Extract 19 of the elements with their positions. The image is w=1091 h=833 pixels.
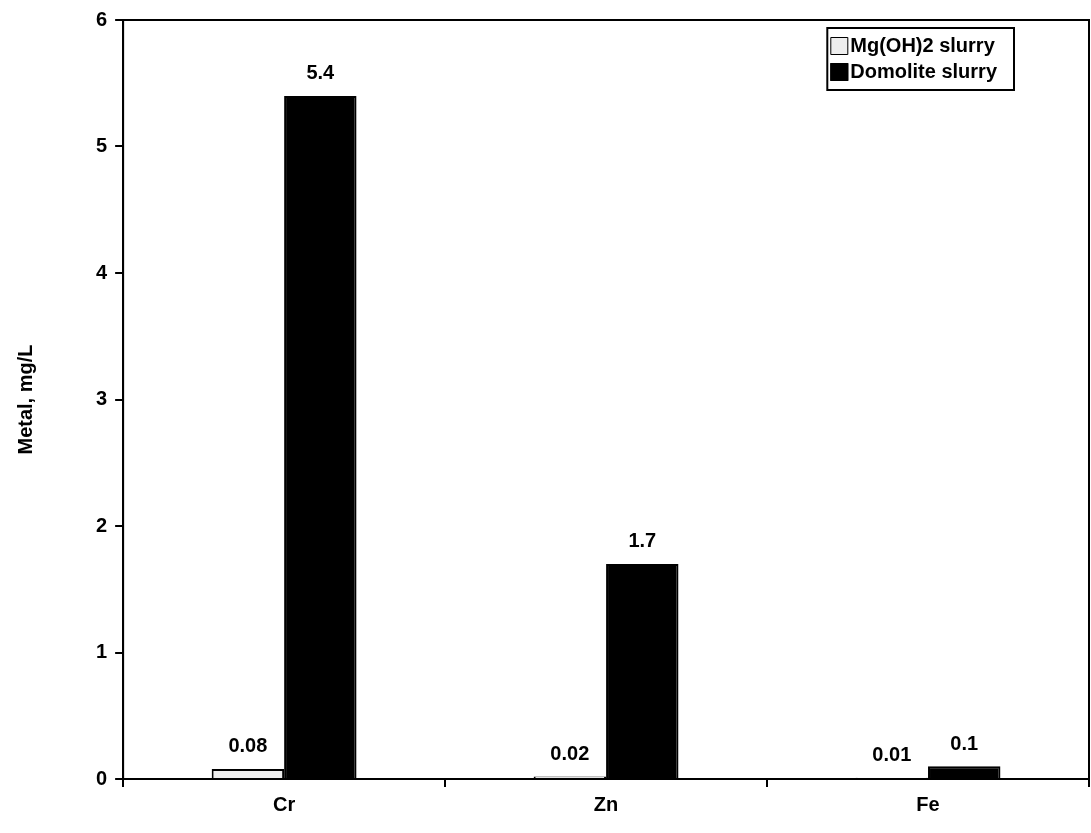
y-tick-label: 1: [96, 640, 108, 663]
y-tick-label: 2: [96, 513, 108, 536]
y-tick-label: 6: [96, 7, 108, 30]
x-tick-label: Cr: [272, 792, 296, 815]
data-label: 1.7: [628, 529, 657, 552]
x-tick-label: Zn: [593, 792, 619, 815]
y-tick-label: 0: [96, 766, 108, 789]
legend-label: Domolite slurry: [850, 59, 998, 82]
data-label: 5.4: [306, 61, 336, 84]
y-tick-label: 5: [96, 134, 108, 157]
data-label: 0.08: [228, 734, 268, 757]
y-tick-label: 4: [96, 260, 108, 283]
legend-label: Mg(OH)2 slurry: [850, 33, 996, 56]
data-label: 0.02: [550, 741, 590, 764]
data-label: 0.1: [950, 731, 979, 754]
y-axis-title: Metal, mg/L: [13, 344, 36, 455]
y-tick-label: 3: [96, 387, 108, 410]
x-tick-label: Fe: [916, 792, 940, 815]
data-label: 0.01: [872, 743, 912, 766]
